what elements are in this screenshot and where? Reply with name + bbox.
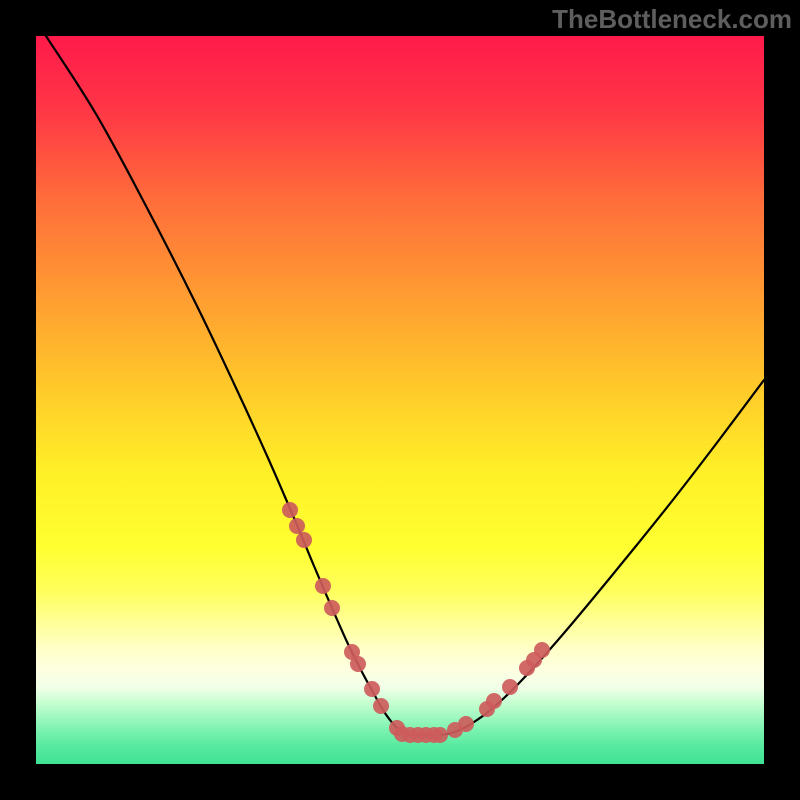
data-marker [315, 578, 331, 594]
plot-area [36, 36, 764, 764]
data-marker [534, 642, 550, 658]
data-marker [296, 532, 312, 548]
data-marker [282, 502, 298, 518]
chart-svg [36, 36, 764, 764]
data-marker [486, 693, 502, 709]
data-marker [364, 681, 380, 697]
gradient-background [36, 36, 764, 764]
data-marker [324, 600, 340, 616]
data-marker [373, 698, 389, 714]
watermark-text: TheBottleneck.com [552, 4, 792, 35]
data-marker [502, 679, 518, 695]
data-marker [350, 656, 366, 672]
data-marker [432, 727, 448, 743]
data-marker [458, 716, 474, 732]
data-marker [289, 518, 305, 534]
